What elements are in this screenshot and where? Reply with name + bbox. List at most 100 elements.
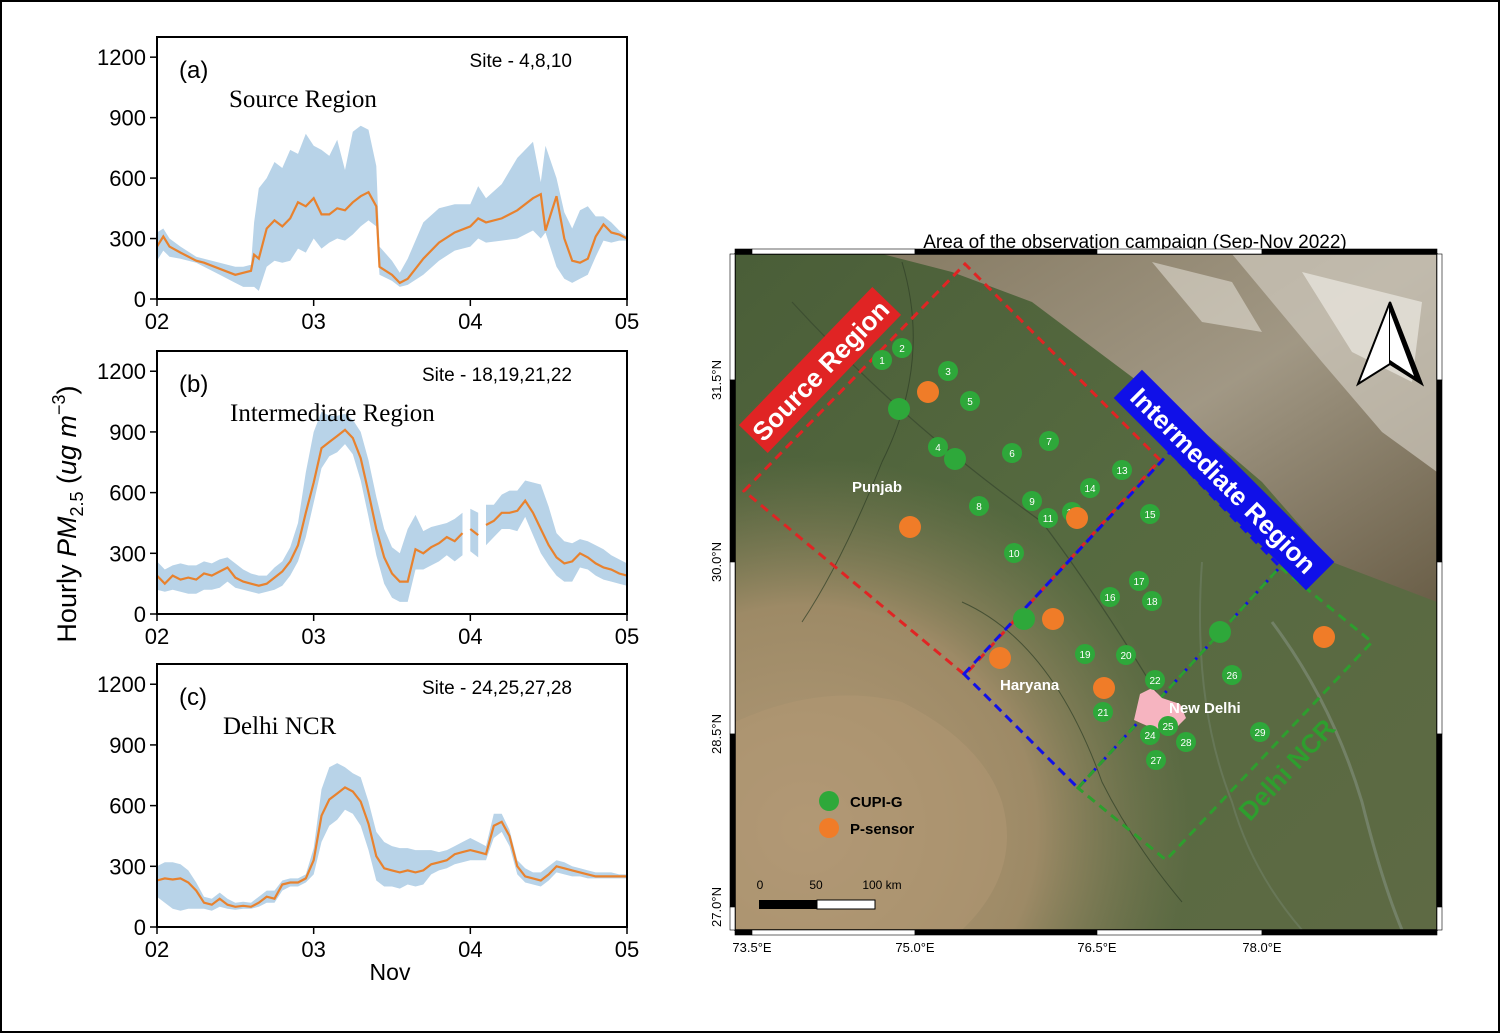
svg-text:9: 9 [1029, 497, 1035, 508]
svg-text:25: 25 [1162, 722, 1174, 733]
psensor-marker [1066, 507, 1088, 529]
y-tick-label: 0 [134, 287, 146, 312]
cupi-site-marker: 3 [938, 361, 958, 381]
psensor-marker [899, 516, 921, 538]
svg-text:28: 28 [1180, 738, 1192, 749]
x-tick-label: 05 [615, 309, 639, 334]
svg-text:1: 1 [879, 356, 885, 367]
psensor-marker [989, 647, 1011, 669]
latitude-label: 28.5°N [709, 714, 724, 754]
uncertainty-band [157, 125, 627, 291]
psensor-marker [1313, 626, 1335, 648]
latitude-label: 27.0°N [709, 887, 724, 927]
north-arrow-icon [1355, 301, 1425, 387]
svg-text:0: 0 [757, 878, 764, 892]
cupi-site-marker: 27 [1146, 750, 1166, 770]
mean-series-line [485, 498, 628, 577]
longitude-label: 76.5°E [1077, 940, 1117, 955]
y-tick-label: 300 [109, 227, 146, 252]
svg-text:7: 7 [1046, 437, 1052, 448]
place-label-punjab: Punjab [852, 479, 902, 496]
legend-cupi-label: CUPI-G [850, 794, 903, 811]
cupi-site-marker: 24 [1140, 725, 1160, 745]
y-tick-label: 0 [134, 915, 146, 940]
x-tick-label: 03 [301, 309, 325, 334]
y-tick-label: 600 [109, 166, 146, 191]
longitude-label: 78.0°E [1242, 940, 1282, 955]
site-markers: 1234567891011121314151617181920212224252… [872, 338, 1335, 770]
y-tick-label: 600 [109, 794, 146, 819]
map-title: Area of the observation campaign (Sep-No… [923, 232, 1347, 253]
svg-text:50: 50 [809, 878, 823, 892]
latitude-label: 31.5°N [709, 360, 724, 400]
region-label: Intermediate Region [230, 400, 435, 427]
longitude-label: 73.5°E [732, 940, 772, 955]
cupi-site-marker: 2 [892, 338, 912, 358]
legend-psensor-marker [819, 818, 839, 838]
x-tick-label: 04 [458, 937, 482, 962]
cupi-site-marker: 22 [1145, 670, 1165, 690]
svg-text:24: 24 [1144, 731, 1156, 742]
plot-frame [156, 36, 628, 300]
map-panel: Area of the observation campaign (Sep-No… [709, 232, 1443, 955]
panel-c: 0 300 600 900 1200 02 03 04 05 (c) Site - 24,25,27… [97, 663, 639, 962]
mean-series-line [156, 428, 464, 587]
cupi-site-marker: 6 [1002, 443, 1022, 463]
y-tick-label: 300 [109, 854, 146, 879]
cupi-site-marker: 25 [1158, 716, 1178, 736]
site-list-label: Site - 18,19,21,22 [422, 365, 572, 386]
panel-label: (a) [179, 57, 208, 84]
svg-text:10: 10 [1008, 549, 1020, 560]
y-tick-label: 900 [109, 106, 146, 131]
cupi-site-marker: 20 [1116, 645, 1136, 665]
svg-text:26: 26 [1226, 671, 1238, 682]
y-tick-label: 1200 [97, 672, 146, 697]
scale-bar: 0 50 100 km [757, 878, 902, 910]
x-tick-label: 05 [615, 937, 639, 962]
cupi-marker [1209, 621, 1231, 643]
cupi-site-marker: 26 [1222, 665, 1242, 685]
delhi-ncr-box [1075, 564, 1375, 863]
svg-text:21: 21 [1097, 708, 1109, 719]
x-tick-label: 05 [615, 624, 639, 649]
svg-text:22: 22 [1149, 676, 1161, 687]
mean-series-line [156, 786, 627, 908]
cupi-site-marker: 29 [1250, 722, 1270, 742]
cupi-site-marker: 4 [928, 437, 948, 457]
svg-text:14: 14 [1084, 484, 1096, 495]
plot-frame [156, 663, 628, 928]
cupi-site-marker: 19 [1075, 644, 1095, 664]
cupi-site-marker: 28 [1176, 732, 1196, 752]
y-tick-label: 900 [109, 420, 146, 445]
svg-text:2: 2 [899, 344, 905, 355]
cupi-site-marker: 5 [960, 391, 980, 411]
plot-frame [156, 350, 628, 615]
svg-text:20: 20 [1120, 651, 1132, 662]
panel-label: (c) [179, 684, 207, 711]
map-legend: CUPI-G P-sensor [819, 791, 914, 838]
y-tick-label: 900 [109, 733, 146, 758]
mean-series-line [156, 190, 628, 285]
cupi-site-marker: 21 [1093, 702, 1113, 722]
x-tick-label: 03 [301, 937, 325, 962]
cupi-site-marker: 1 [872, 350, 892, 370]
svg-text:5: 5 [967, 397, 973, 408]
y-tick-label: 1200 [97, 359, 146, 384]
cupi-site-marker: 17 [1129, 571, 1149, 591]
cupi-site-marker: 18 [1142, 591, 1162, 611]
cupi-site-marker: 9 [1022, 491, 1042, 511]
y-tick-label: 600 [109, 481, 146, 506]
legend-psensor-label: P-sensor [850, 821, 914, 838]
svg-text:27: 27 [1150, 756, 1162, 767]
source-region-box [741, 261, 1163, 678]
svg-text:6: 6 [1009, 449, 1015, 460]
cupi-site-marker: 16 [1100, 587, 1120, 607]
cupi-site-marker: 13 [1112, 460, 1132, 480]
svg-text:8: 8 [976, 502, 982, 513]
panel-label: (b) [179, 371, 208, 398]
cupi-site-marker: 10 [1004, 543, 1024, 563]
y-tick-label: 0 [134, 602, 146, 627]
